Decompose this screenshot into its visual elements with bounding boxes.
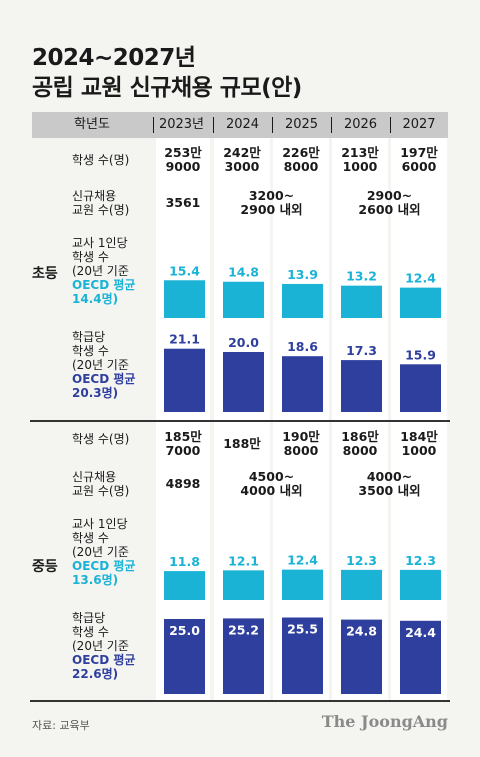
bar — [282, 283, 323, 318]
chart-title-line2: 공립 교원 신규채용 규모(안) — [32, 75, 302, 101]
students-cell: 186만 8000 — [341, 429, 379, 458]
header-year-2023: 2023년 — [158, 117, 205, 132]
students-cell: 185만 7000 — [164, 429, 202, 458]
bar-value-label: 21.1 — [169, 332, 200, 347]
bar — [223, 570, 264, 600]
hiring-cell-2023: 4898 — [165, 476, 201, 491]
bar-value-label: 20.0 — [228, 335, 259, 350]
students-cell: 197만 6000 — [400, 145, 438, 174]
hiring-cell-2023: 3561 — [165, 195, 201, 210]
header-separator — [153, 117, 154, 133]
bar — [400, 620, 441, 694]
bar — [164, 571, 205, 600]
students-cell: 190만 8000 — [282, 429, 320, 458]
bar — [223, 618, 264, 694]
bar-value-label: 12.4 — [405, 271, 436, 286]
row-label-hiring: 신규채용 교원 수(명) — [72, 470, 130, 498]
bar — [223, 352, 264, 412]
bar-value-label: 12.3 — [346, 553, 377, 568]
hiring-cell-2024-2025: 3200~ 2900 내외 — [240, 188, 303, 217]
group-label-elementary: 초등 — [32, 266, 58, 282]
bar — [282, 569, 323, 600]
hiring-cell-2026-2027: 2900~ 2600 내외 — [358, 188, 421, 217]
row-label-hiring: 신규채용 교원 수(명) — [72, 189, 130, 217]
source-note: 자료: 교육부 — [32, 719, 90, 732]
bar-value-label: 24.8 — [346, 624, 377, 639]
header-separator — [390, 117, 391, 133]
row-label-per-class: 학급당 학생 수 (20년 기준 OECD 평균 22.6명) — [72, 611, 136, 681]
bar-value-label: 24.4 — [405, 625, 436, 640]
bar — [164, 619, 205, 694]
students-cell: 184만 1000 — [400, 429, 438, 458]
bar-value-label: 14.8 — [228, 265, 259, 280]
group-label-middle: 중등 — [32, 559, 58, 575]
header-label: 학년도 — [74, 117, 110, 132]
publisher-logo: The JoongAng — [321, 712, 448, 731]
bar-value-label: 25.5 — [287, 622, 318, 637]
bar — [400, 287, 441, 318]
header-year-2027: 2027 — [402, 117, 436, 132]
row-label-per-teacher: 교사 1인당 학생 수 (20년 기준 OECD 평균 13.6명) — [72, 517, 136, 587]
bar-value-label: 15.9 — [405, 347, 436, 362]
bar-value-label: 17.3 — [346, 343, 377, 358]
bar — [400, 569, 441, 600]
header-year-2025: 2025 — [284, 117, 319, 132]
row-label-per-teacher: 교사 1인당 학생 수 (20년 기준 OECD 평균 14.4명) — [72, 236, 136, 306]
header-year-2026: 2026 — [343, 117, 378, 132]
students-cell: 253만 9000 — [164, 145, 202, 174]
bar-value-label: 15.4 — [169, 263, 200, 278]
header-separator — [272, 117, 273, 133]
bar-value-label: 12.1 — [228, 553, 259, 568]
hiring-cell-2024-2025: 4500~ 4000 내외 — [240, 469, 303, 498]
bar-value-label: 18.6 — [287, 339, 318, 354]
students-cell: 242만 3000 — [223, 145, 261, 174]
bar-value-label: 13.9 — [287, 267, 318, 282]
section-divider — [30, 420, 450, 422]
row-label-per-class: 학급당 학생 수 (20년 기준 OECD 평균 20.3명) — [72, 330, 136, 400]
bar — [164, 280, 205, 318]
bar-value-label: 12.3 — [405, 553, 436, 568]
bar — [341, 619, 382, 694]
bar — [164, 348, 205, 412]
bar — [223, 281, 264, 318]
chart-title-line1: 2024~2027년 — [32, 45, 196, 71]
bar — [400, 364, 441, 412]
students-cell: 226만 8000 — [282, 145, 320, 174]
row-label-students: 학생 수(명) — [72, 153, 130, 167]
students-cell: 188만 — [223, 436, 261, 451]
table-header: 학년도 2023년 2024 2025 2026 2027 — [32, 112, 448, 138]
bar — [282, 617, 323, 694]
bar — [341, 285, 382, 318]
header-year-2024: 2024 — [225, 117, 260, 132]
header-separator — [331, 117, 332, 133]
bar-value-label: 25.2 — [228, 622, 259, 637]
hiring-cell-2026-2027: 4000~ 3500 내외 — [358, 469, 421, 498]
students-cell: 213만 1000 — [341, 145, 379, 174]
bar-value-label: 13.2 — [346, 269, 377, 284]
row-label-students: 학생 수(명) — [72, 432, 130, 446]
bar — [282, 356, 323, 412]
bar-value-label: 12.4 — [287, 553, 318, 568]
header-separator — [213, 117, 214, 133]
bar-value-label: 25.0 — [169, 623, 200, 638]
bar-value-label: 11.8 — [169, 554, 200, 569]
bar — [341, 569, 382, 600]
section-divider — [30, 700, 450, 702]
bar — [341, 360, 382, 412]
